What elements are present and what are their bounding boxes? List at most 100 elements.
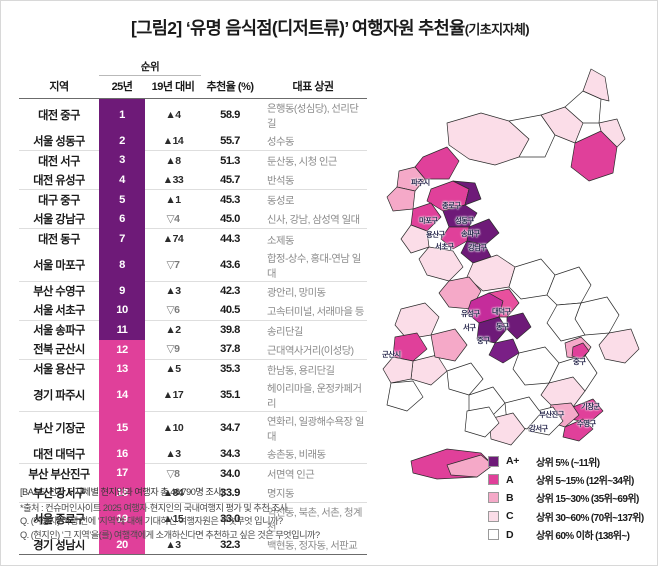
- table-row: 부산 수영구 9 ▲3 42.3 광안리, 망미동: [19, 281, 367, 301]
- map-region-label: 군산시: [382, 350, 401, 359]
- map-region-label: 송파구: [461, 229, 480, 238]
- map-region-label: 중구: [477, 336, 490, 345]
- cell-rank-change: ▲5: [145, 359, 201, 379]
- cell-area: 신사, 강남, 삼성역 일대: [259, 209, 367, 230]
- cell-region: 부산 기장군: [33, 423, 85, 436]
- arrow-up-icon: ▲1: [165, 193, 181, 206]
- cell-region: 전북 군산시: [19, 339, 99, 360]
- arrow-up-icon: ▲3: [165, 285, 181, 298]
- cell-rank: 8: [99, 248, 145, 282]
- cell-area: 고속터미널, 서래마을 등: [259, 300, 367, 321]
- cell-region: 서울 서초구: [19, 300, 99, 321]
- table-row: 부산 부산진구 17 ▽8 34.0 서면역 인근: [19, 463, 367, 484]
- cell-rank: 10: [99, 300, 145, 321]
- map-region-label: 용산구: [426, 230, 445, 239]
- cell-region: 대전 대덕구: [19, 444, 99, 465]
- cell-region: 대전 동구: [38, 234, 80, 247]
- cell-region: 대구 중구: [38, 194, 80, 207]
- cell-region: 서울 강남구: [19, 209, 99, 230]
- table-row: 서울 마포구 8 ▽7 43.6 합정-상수, 홍대-연남 일대: [19, 248, 367, 282]
- map-region-label: 서구: [463, 323, 476, 332]
- cell-rate: 37.8: [201, 339, 259, 360]
- cell-rate: 55.7: [201, 131, 259, 152]
- table-row: 대전 서구 3 ▲8 51.3 둔산동, 시청 인근: [19, 150, 367, 171]
- cell-area: 반석동: [259, 170, 367, 191]
- note-base: [BASE: 전국 지자체별 현지인과 여행자 총 48,790명 조사]: [20, 487, 224, 497]
- cell-area: 합정-상수, 홍대-연남 일대: [259, 248, 367, 282]
- table-row: 서울 용산구 13 ▲5 35.3 한남동, 용리단길: [19, 359, 367, 380]
- cell-area: 송리단길: [267, 326, 303, 338]
- legend-description: 상위 15~30% (35위~69위): [536, 494, 639, 506]
- cell-area: 은행동(성심당), 선리단길: [267, 104, 359, 130]
- cell-rate: 32.3: [201, 535, 259, 556]
- cell-rate: 58.9: [220, 109, 240, 121]
- cell-rate: 33.9: [201, 483, 259, 504]
- cell-rank-change: ▽8: [145, 464, 201, 484]
- map-legend: A+ 상위 5% (~11위) A 상위 5~15% (12위~34위) B 상위 15~…: [488, 452, 644, 544]
- arrow-up-icon: ▲84: [162, 486, 184, 499]
- note-question-local: Q. (현지인) ‘그 지역’을(를) 여행객에게 소개하신다면 추천하고 싶은…: [20, 529, 320, 540]
- cell-rank-change: ▽9: [145, 339, 201, 360]
- legend-swatch: [488, 529, 499, 541]
- map-region-label: 부산진구: [539, 410, 564, 419]
- cell-rate: 44.3: [220, 233, 240, 246]
- table-row: 서울 서초구 10 ▽6 40.5 고속터미널, 서래마을 등: [19, 300, 367, 321]
- cell-rank-change: ▲3: [145, 535, 201, 556]
- cell-area: 근대역사거리(이성당): [259, 339, 367, 360]
- cell-region: 서울 성동구: [19, 131, 99, 152]
- header-spacer-rate: [201, 59, 259, 76]
- map-region-label: 대덕구: [492, 307, 511, 316]
- cell-rank-change: ▲15: [145, 503, 201, 536]
- cell-rank-change: ▽7: [145, 248, 201, 282]
- cell-rank-change: ▽4: [145, 209, 201, 230]
- legend-item: A 상위 5~15% (12위~34위): [488, 470, 644, 488]
- legend-code: B: [506, 491, 514, 504]
- cell-area: 익선동, 북촌, 서촌, 청계천: [267, 508, 362, 535]
- cell-rank: 4: [99, 170, 145, 190]
- legend-swatch: [488, 455, 499, 467]
- table-row: 대전 유성구 4 ▲33 45.7 반석동: [19, 170, 367, 191]
- title-main: [그림2] ‘유명 음식점(디저트류)’ 여행자원 추천율: [131, 18, 465, 38]
- arrow-down-icon: ▽6: [166, 304, 180, 317]
- legend-code: A+: [506, 455, 520, 468]
- cell-rank: 5: [99, 189, 145, 210]
- cell-region: 서울 종로구: [33, 514, 85, 527]
- cell-rank: 1: [99, 98, 145, 131]
- legend-description: 상위 5~15% (12위~34위): [536, 476, 634, 488]
- cell-rate: 45.0: [201, 209, 259, 230]
- cell-rank-change: ▲74: [145, 229, 201, 249]
- cell-rank-change: ▲10: [145, 412, 201, 445]
- cell-rate: 34.3: [201, 444, 259, 465]
- cell-rate: 39.8: [220, 324, 240, 337]
- table-row: 대전 대덕구 16 ▲3 34.3 송촌동, 비래동: [19, 444, 367, 465]
- cell-rank: 3: [99, 150, 145, 171]
- cell-rank-change: ▲1: [145, 190, 201, 210]
- table-row: 서울 성동구 2 ▲14 55.7 성수동: [19, 131, 367, 152]
- map-region-label: 서초구: [435, 242, 454, 251]
- cell-region: 경기 파주시: [19, 379, 99, 413]
- map-region-label: 종로구: [442, 201, 461, 210]
- map-region-label: 강서구: [529, 424, 548, 433]
- header-rank-vs19: 19년 대비: [151, 81, 195, 93]
- cell-rank: 18: [99, 483, 145, 503]
- header-spacer-area: [259, 59, 367, 76]
- table-row: 부산 강서구 18 ▲84 33.9 명지동: [19, 483, 367, 504]
- arrow-up-icon: ▲4: [165, 109, 181, 121]
- arrow-down-icon: ▽4: [166, 212, 180, 225]
- cell-region: 대전 유성구: [19, 170, 99, 191]
- cell-rank-change: ▲14: [145, 131, 201, 152]
- legend-swatch: [488, 510, 499, 522]
- cell-rate: 45.7: [201, 170, 259, 191]
- cell-rate: 35.1: [201, 379, 259, 413]
- cell-rate: 43.6: [201, 248, 259, 282]
- cell-rank: 12: [99, 339, 145, 360]
- cell-rank-change: ▽6: [145, 300, 201, 321]
- cell-region: 대전 중구: [38, 110, 80, 122]
- arrow-up-icon: ▲3: [165, 538, 181, 551]
- table-row: 대구 중구 5 ▲1 45.3 동성로: [19, 189, 367, 210]
- arrow-up-icon: ▲14: [162, 134, 184, 147]
- cell-rank-change: ▲3: [145, 444, 201, 465]
- cell-rank: 6: [99, 209, 145, 229]
- cell-area: 동성로: [267, 196, 294, 208]
- arrow-up-icon: ▲8: [165, 154, 181, 167]
